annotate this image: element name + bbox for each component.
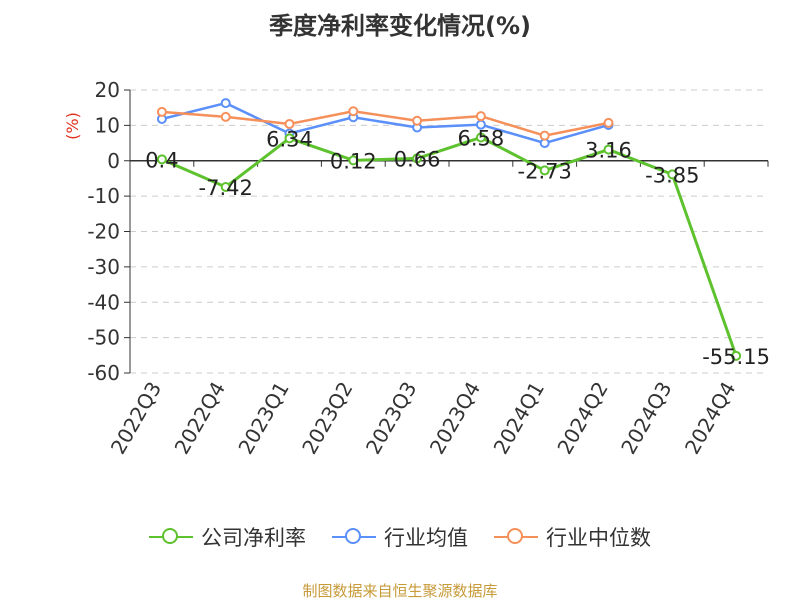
data-label-company: 6.58 — [458, 126, 505, 150]
x-tick-label: 2024Q2 — [552, 378, 612, 459]
data-point-industry_median — [284, 118, 295, 129]
series-line-company — [161, 135, 738, 357]
y-tick-label: -10 — [87, 184, 120, 208]
data-label-company: 6.34 — [266, 127, 313, 151]
chart-title: 季度净利率变化情况(%) — [269, 12, 531, 40]
y-axis-label: (%) — [63, 112, 82, 140]
x-tick-label: 2022Q3 — [106, 378, 166, 459]
data-point-company — [539, 165, 550, 176]
data-label-company: 0.4 — [145, 148, 178, 172]
data-point-industry_median — [156, 106, 167, 117]
data-label-company: 0.66 — [394, 147, 441, 171]
y-tick-label: -20 — [87, 220, 120, 244]
y-tick-label: -60 — [87, 361, 120, 385]
data-point-industry_median — [539, 130, 550, 141]
data-point-industry_median — [603, 117, 614, 128]
y-tick-label: -40 — [87, 290, 120, 314]
data-point-company — [412, 153, 423, 164]
y-tick-label: 20 — [95, 78, 120, 102]
y-tick-label: -30 — [87, 255, 120, 279]
grid-lines — [130, 89, 768, 374]
x-tick-label: 2022Q4 — [170, 378, 230, 459]
data-label-company: -2.73 — [518, 159, 572, 183]
legend-label-industry-avg: 行业均值 — [384, 526, 468, 550]
x-tick-label: 2024Q1 — [489, 378, 549, 459]
data-point-industry_avg — [220, 98, 231, 109]
legend-item-industry-avg[interactable]: 行业均值 — [332, 522, 468, 552]
y-tick-label: 0 — [107, 149, 120, 173]
y-tick-label: -50 — [87, 326, 120, 350]
x-tick-label: 2024Q3 — [616, 378, 676, 459]
x-tick-label: 2023Q2 — [297, 378, 357, 459]
x-tick-label: 2024Q4 — [680, 378, 740, 459]
data-point-industry_median — [220, 111, 231, 122]
data-point-company — [667, 169, 678, 180]
data-point-industry_median — [348, 106, 359, 117]
data-label-company: -55.15 — [702, 345, 770, 369]
legend-swatch-company — [149, 527, 193, 547]
series-line-industry_median — [161, 109, 609, 137]
data-point-company — [220, 181, 231, 192]
series-lines — [156, 98, 742, 361]
legend: 公司净利率 行业均值 行业中位数 — [0, 522, 800, 552]
x-tick-label: 2023Q3 — [361, 378, 421, 459]
legend-item-industry-median[interactable]: 行业中位数 — [494, 522, 651, 552]
data-point-company — [475, 132, 486, 143]
x-tick-label: 2023Q4 — [425, 378, 485, 459]
data-point-company — [348, 155, 359, 166]
data-point-industry_median — [475, 111, 486, 122]
source-note: 制图数据来自恒生聚源数据库 — [302, 582, 498, 600]
data-label-company: -3.85 — [645, 163, 699, 187]
x-tick-label: 2023Q1 — [233, 378, 293, 459]
data-point-industry_median — [412, 115, 423, 126]
data-label-company: 3.16 — [585, 139, 632, 163]
data-point-company — [284, 133, 295, 144]
series-line-industry_avg — [161, 101, 609, 145]
legend-swatch-industry-median — [494, 527, 538, 547]
y-tick-label: 10 — [95, 113, 120, 137]
data-point-company — [731, 350, 742, 361]
data-point-company — [156, 154, 167, 165]
data-point-company — [603, 144, 614, 155]
legend-swatch-industry-avg — [332, 527, 376, 547]
data-labels: 0.4 -7.42 6.34 0.12 0.66 6.58 -2.73 3.16 -3.85 -5… — [145, 126, 770, 368]
data-label-company: -7.42 — [199, 176, 253, 200]
legend-label-company: 公司净利率 — [201, 526, 306, 550]
data-label-company: 0.12 — [330, 149, 377, 173]
legend-label-industry-median: 行业中位数 — [546, 526, 651, 550]
legend-item-company[interactable]: 公司净利率 — [149, 522, 306, 552]
